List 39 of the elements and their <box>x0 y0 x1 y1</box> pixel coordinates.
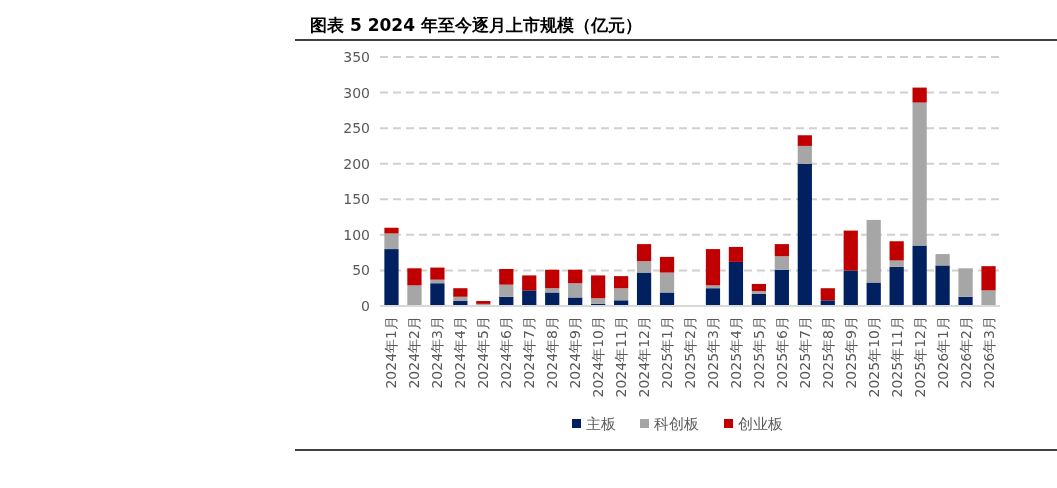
x-tick-label: 2024年4月 <box>452 316 469 389</box>
x-tick-label: 2024年7月 <box>521 316 538 389</box>
x-tick-label: 2024年2月 <box>406 316 423 389</box>
y-tick-label: 350 <box>343 49 370 65</box>
chart-title: 图表 5 2024 年至今逐月上市规模（亿元） <box>310 15 642 35</box>
x-tick-label: 2025年1月 <box>659 316 676 389</box>
y-tick-label: 0 <box>361 298 370 314</box>
y-tick-label: 150 <box>343 191 370 208</box>
x-tick-label: 2024年5月 <box>475 316 492 389</box>
y-tick-label: 200 <box>343 155 370 172</box>
x-tick-label: 2025年9月 <box>842 316 859 389</box>
x-tick-label: 2025年8月 <box>819 316 836 389</box>
x-tick-label: 2025年4月 <box>727 316 744 389</box>
x-tick-label: 2024年3月 <box>429 316 446 389</box>
x-tick-label: 2024年6月 <box>498 316 515 389</box>
x-tick-label: 2026年2月 <box>957 316 974 389</box>
x-tick-label: 2024年1月 <box>383 316 400 389</box>
x-tick-label: 2026年1月 <box>934 316 951 389</box>
x-tick-label: 2025年10月 <box>865 316 882 398</box>
x-tick-label: 2025年7月 <box>796 316 813 389</box>
x-tick-label: 2025年11月 <box>888 316 905 398</box>
y-tick-label: 300 <box>343 84 370 101</box>
y-tick-label: 100 <box>343 226 370 243</box>
legend-label: 创业板 <box>738 415 783 433</box>
x-tick-label: 2024年9月 <box>567 316 584 389</box>
x-tick-label: 2024年11月 <box>613 316 630 398</box>
x-tick-label: 2024年10月 <box>590 316 607 398</box>
legend-label: 科创板 <box>654 415 699 433</box>
y-tick-label: 50 <box>352 262 370 279</box>
x-tick-label: 2025年5月 <box>750 316 767 389</box>
x-tick-label: 2024年8月 <box>544 316 561 389</box>
x-tick-label: 2025年2月 <box>682 316 698 389</box>
x-tick-label: 2025年12月 <box>911 316 928 398</box>
x-tick-label: 2024年12月 <box>636 316 653 398</box>
x-tick-label: 2025年6月 <box>773 316 790 389</box>
x-tick-label: 2025年3月 <box>704 316 721 389</box>
x-tick-label: 2026年3月 <box>980 316 997 389</box>
legend-label: 主板 <box>586 415 616 433</box>
y-tick-label: 250 <box>343 120 370 137</box>
